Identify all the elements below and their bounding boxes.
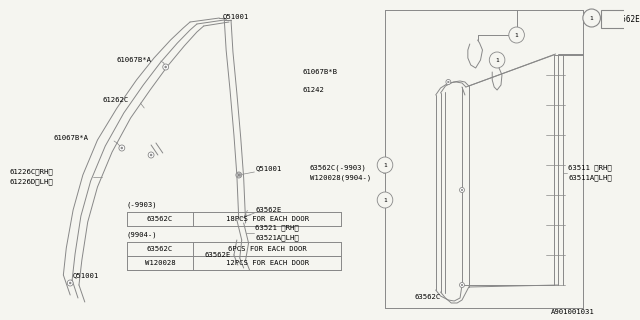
Circle shape: [237, 173, 241, 177]
Text: 1: 1: [590, 15, 593, 20]
Circle shape: [238, 174, 240, 176]
Text: 63562E: 63562E: [205, 252, 231, 258]
Text: 61226D〈LH〉: 61226D〈LH〉: [10, 179, 54, 185]
Circle shape: [377, 157, 393, 173]
Text: 12PCS FOR EACH DOOR: 12PCS FOR EACH DOOR: [225, 260, 308, 266]
Text: 63562C: 63562C: [147, 216, 173, 222]
Text: 63521 〈RH〉: 63521 〈RH〉: [255, 225, 299, 231]
Circle shape: [460, 188, 465, 193]
Text: 1: 1: [383, 197, 387, 203]
Text: 61067B*A: 61067B*A: [54, 135, 88, 141]
Circle shape: [150, 154, 152, 156]
Bar: [602, 10, 640, 28]
Circle shape: [583, 9, 600, 27]
Circle shape: [163, 64, 168, 70]
Circle shape: [377, 192, 393, 208]
Text: 63511 〈RH〉: 63511 〈RH〉: [568, 165, 612, 171]
Text: A901001031: A901001031: [551, 309, 595, 315]
Circle shape: [461, 189, 463, 191]
Text: 63562E: 63562E: [255, 207, 282, 213]
Circle shape: [148, 152, 154, 158]
Circle shape: [238, 174, 239, 176]
Circle shape: [119, 145, 125, 151]
Text: 18PCS FOR EACH DOOR: 18PCS FOR EACH DOOR: [225, 216, 308, 222]
Text: 61067B*B: 61067B*B: [302, 69, 337, 75]
Circle shape: [460, 283, 465, 287]
Circle shape: [121, 147, 123, 149]
Text: 63511A〈LH〉: 63511A〈LH〉: [568, 175, 612, 181]
Text: 63521A〈LH〉: 63521A〈LH〉: [255, 235, 299, 241]
Circle shape: [69, 282, 71, 284]
Text: 1: 1: [495, 58, 499, 62]
Circle shape: [67, 280, 73, 286]
Text: Q51001: Q51001: [255, 165, 282, 171]
Text: 63562C: 63562C: [414, 294, 440, 300]
Circle shape: [447, 81, 449, 83]
Text: W120028: W120028: [145, 260, 175, 266]
Circle shape: [461, 284, 463, 286]
Text: (9904-): (9904-): [127, 232, 157, 238]
Text: 6PCS FOR EACH DOOR: 6PCS FOR EACH DOOR: [228, 246, 307, 252]
Text: 61262C: 61262C: [102, 97, 129, 103]
Text: 61226C〈RH〉: 61226C〈RH〉: [10, 169, 54, 175]
Text: 63562C(-9903): 63562C(-9903): [310, 165, 367, 171]
Text: W120028(9904-): W120028(9904-): [310, 175, 371, 181]
Text: Q51001: Q51001: [222, 13, 248, 19]
Circle shape: [236, 172, 242, 178]
Text: 1: 1: [515, 33, 518, 37]
Text: Q51001: Q51001: [73, 272, 99, 278]
Text: 63562E: 63562E: [613, 14, 640, 23]
Text: 61067B*A: 61067B*A: [117, 57, 152, 63]
Text: 63562C: 63562C: [147, 246, 173, 252]
Circle shape: [446, 79, 451, 84]
Circle shape: [164, 66, 167, 68]
Text: 61242: 61242: [302, 87, 324, 93]
Text: 1: 1: [383, 163, 387, 167]
Circle shape: [490, 52, 505, 68]
Circle shape: [509, 27, 524, 43]
Text: (-9903): (-9903): [127, 202, 157, 208]
